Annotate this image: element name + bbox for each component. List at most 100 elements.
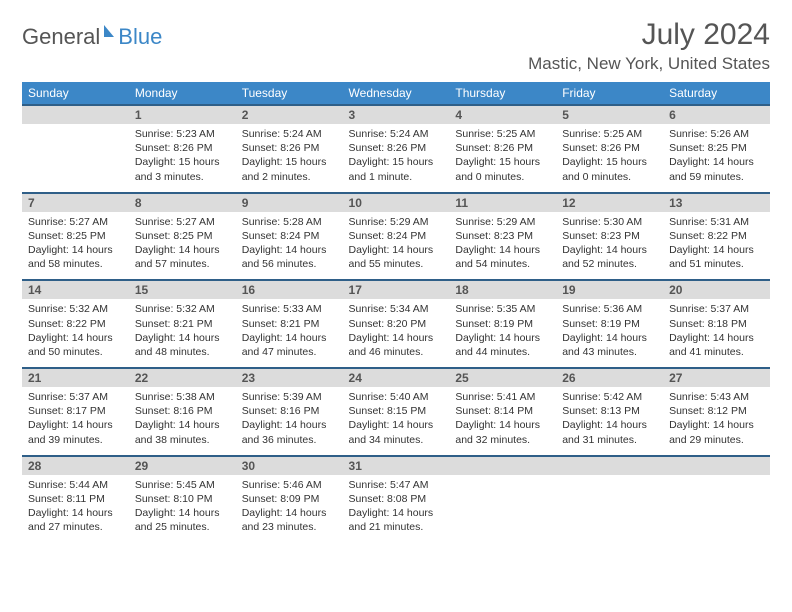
day-data-cell: Sunrise: 5:37 AMSunset: 8:18 PMDaylight:… bbox=[663, 299, 770, 368]
day-number-cell bbox=[556, 456, 663, 475]
day-number-cell: 5 bbox=[556, 105, 663, 124]
sunrise-text: Sunrise: 5:34 AM bbox=[349, 302, 444, 316]
sunrise-text: Sunrise: 5:29 AM bbox=[455, 215, 550, 229]
daylight-text: Daylight: 14 hours bbox=[28, 506, 123, 520]
day-number-cell: 7 bbox=[22, 193, 129, 212]
sunset-text: Sunset: 8:18 PM bbox=[669, 317, 764, 331]
day-data-row: Sunrise: 5:44 AMSunset: 8:11 PMDaylight:… bbox=[22, 475, 770, 543]
sunset-text: Sunset: 8:15 PM bbox=[349, 404, 444, 418]
day-data-cell: Sunrise: 5:24 AMSunset: 8:26 PMDaylight:… bbox=[343, 124, 450, 193]
day-number-cell: 10 bbox=[343, 193, 450, 212]
day-data-cell: Sunrise: 5:29 AMSunset: 8:24 PMDaylight:… bbox=[343, 212, 450, 281]
sunrise-text: Sunrise: 5:25 AM bbox=[562, 127, 657, 141]
daylight-text: and 0 minutes. bbox=[562, 170, 657, 184]
sunrise-text: Sunrise: 5:45 AM bbox=[135, 478, 230, 492]
daylight-text: and 47 minutes. bbox=[242, 345, 337, 359]
calendar-body: 123456 Sunrise: 5:23 AMSunset: 8:26 PMDa… bbox=[22, 105, 770, 542]
day-number-cell: 28 bbox=[22, 456, 129, 475]
day-data-cell: Sunrise: 5:25 AMSunset: 8:26 PMDaylight:… bbox=[556, 124, 663, 193]
daylight-text: Daylight: 14 hours bbox=[242, 331, 337, 345]
weekday-header: Monday bbox=[129, 82, 236, 105]
day-data-cell: Sunrise: 5:40 AMSunset: 8:15 PMDaylight:… bbox=[343, 387, 450, 456]
daylight-text: and 34 minutes. bbox=[349, 433, 444, 447]
daylight-text: Daylight: 14 hours bbox=[349, 506, 444, 520]
sunrise-text: Sunrise: 5:30 AM bbox=[562, 215, 657, 229]
day-data-cell: Sunrise: 5:23 AMSunset: 8:26 PMDaylight:… bbox=[129, 124, 236, 193]
sunrise-text: Sunrise: 5:35 AM bbox=[455, 302, 550, 316]
day-number-cell bbox=[22, 105, 129, 124]
day-number-cell: 25 bbox=[449, 368, 556, 387]
daylight-text: Daylight: 14 hours bbox=[135, 243, 230, 257]
day-data-row: Sunrise: 5:23 AMSunset: 8:26 PMDaylight:… bbox=[22, 124, 770, 193]
day-data-cell: Sunrise: 5:39 AMSunset: 8:16 PMDaylight:… bbox=[236, 387, 343, 456]
daylight-text: Daylight: 14 hours bbox=[242, 418, 337, 432]
title-block: July 2024 Mastic, New York, United State… bbox=[528, 18, 770, 74]
day-number-row: 14151617181920 bbox=[22, 280, 770, 299]
sunset-text: Sunset: 8:13 PM bbox=[562, 404, 657, 418]
header: General Blue July 2024 Mastic, New York,… bbox=[22, 18, 770, 74]
sunrise-text: Sunrise: 5:37 AM bbox=[28, 390, 123, 404]
sunset-text: Sunset: 8:26 PM bbox=[455, 141, 550, 155]
weekday-header: Saturday bbox=[663, 82, 770, 105]
sunrise-text: Sunrise: 5:33 AM bbox=[242, 302, 337, 316]
day-number-cell: 1 bbox=[129, 105, 236, 124]
daylight-text: and 3 minutes. bbox=[135, 170, 230, 184]
day-number-cell: 27 bbox=[663, 368, 770, 387]
daylight-text: and 54 minutes. bbox=[455, 257, 550, 271]
sunset-text: Sunset: 8:26 PM bbox=[349, 141, 444, 155]
weekday-header: Tuesday bbox=[236, 82, 343, 105]
sunset-text: Sunset: 8:16 PM bbox=[135, 404, 230, 418]
sunrise-text: Sunrise: 5:47 AM bbox=[349, 478, 444, 492]
sunrise-text: Sunrise: 5:38 AM bbox=[135, 390, 230, 404]
day-number-cell: 22 bbox=[129, 368, 236, 387]
sunrise-text: Sunrise: 5:27 AM bbox=[28, 215, 123, 229]
sunrise-text: Sunrise: 5:29 AM bbox=[349, 215, 444, 229]
daylight-text: Daylight: 14 hours bbox=[349, 243, 444, 257]
day-data-cell: Sunrise: 5:33 AMSunset: 8:21 PMDaylight:… bbox=[236, 299, 343, 368]
sunrise-text: Sunrise: 5:37 AM bbox=[669, 302, 764, 316]
daylight-text: and 0 minutes. bbox=[455, 170, 550, 184]
day-data-row: Sunrise: 5:27 AMSunset: 8:25 PMDaylight:… bbox=[22, 212, 770, 281]
daylight-text: Daylight: 14 hours bbox=[669, 418, 764, 432]
daylight-text: and 38 minutes. bbox=[135, 433, 230, 447]
day-data-cell: Sunrise: 5:36 AMSunset: 8:19 PMDaylight:… bbox=[556, 299, 663, 368]
daylight-text: Daylight: 14 hours bbox=[28, 418, 123, 432]
sunset-text: Sunset: 8:16 PM bbox=[242, 404, 337, 418]
day-data-cell: Sunrise: 5:25 AMSunset: 8:26 PMDaylight:… bbox=[449, 124, 556, 193]
day-data-cell: Sunrise: 5:37 AMSunset: 8:17 PMDaylight:… bbox=[22, 387, 129, 456]
day-data-cell: Sunrise: 5:47 AMSunset: 8:08 PMDaylight:… bbox=[343, 475, 450, 543]
weekday-header: Wednesday bbox=[343, 82, 450, 105]
daylight-text: and 36 minutes. bbox=[242, 433, 337, 447]
daylight-text: and 58 minutes. bbox=[28, 257, 123, 271]
calendar-table: SundayMondayTuesdayWednesdayThursdayFrid… bbox=[22, 82, 770, 542]
sunrise-text: Sunrise: 5:23 AM bbox=[135, 127, 230, 141]
sunrise-text: Sunrise: 5:32 AM bbox=[28, 302, 123, 316]
day-number-cell: 26 bbox=[556, 368, 663, 387]
day-number-cell: 18 bbox=[449, 280, 556, 299]
daylight-text: and 52 minutes. bbox=[562, 257, 657, 271]
sunset-text: Sunset: 8:25 PM bbox=[669, 141, 764, 155]
day-number-cell: 30 bbox=[236, 456, 343, 475]
brand-part1: General bbox=[22, 24, 100, 50]
day-data-row: Sunrise: 5:37 AMSunset: 8:17 PMDaylight:… bbox=[22, 387, 770, 456]
day-data-row: Sunrise: 5:32 AMSunset: 8:22 PMDaylight:… bbox=[22, 299, 770, 368]
daylight-text: and 41 minutes. bbox=[669, 345, 764, 359]
day-data-cell: Sunrise: 5:42 AMSunset: 8:13 PMDaylight:… bbox=[556, 387, 663, 456]
day-number-cell: 6 bbox=[663, 105, 770, 124]
daylight-text: Daylight: 14 hours bbox=[135, 506, 230, 520]
daylight-text: Daylight: 14 hours bbox=[562, 331, 657, 345]
daylight-text: Daylight: 15 hours bbox=[135, 155, 230, 169]
sunrise-text: Sunrise: 5:32 AM bbox=[135, 302, 230, 316]
sunset-text: Sunset: 8:23 PM bbox=[455, 229, 550, 243]
daylight-text: and 57 minutes. bbox=[135, 257, 230, 271]
daylight-text: Daylight: 15 hours bbox=[349, 155, 444, 169]
day-number-cell: 3 bbox=[343, 105, 450, 124]
sunset-text: Sunset: 8:08 PM bbox=[349, 492, 444, 506]
daylight-text: Daylight: 14 hours bbox=[28, 331, 123, 345]
sunset-text: Sunset: 8:19 PM bbox=[562, 317, 657, 331]
day-number-cell: 2 bbox=[236, 105, 343, 124]
calendar-head: SundayMondayTuesdayWednesdayThursdayFrid… bbox=[22, 82, 770, 105]
day-number-row: 78910111213 bbox=[22, 193, 770, 212]
day-data-cell: Sunrise: 5:24 AMSunset: 8:26 PMDaylight:… bbox=[236, 124, 343, 193]
daylight-text: Daylight: 14 hours bbox=[669, 243, 764, 257]
